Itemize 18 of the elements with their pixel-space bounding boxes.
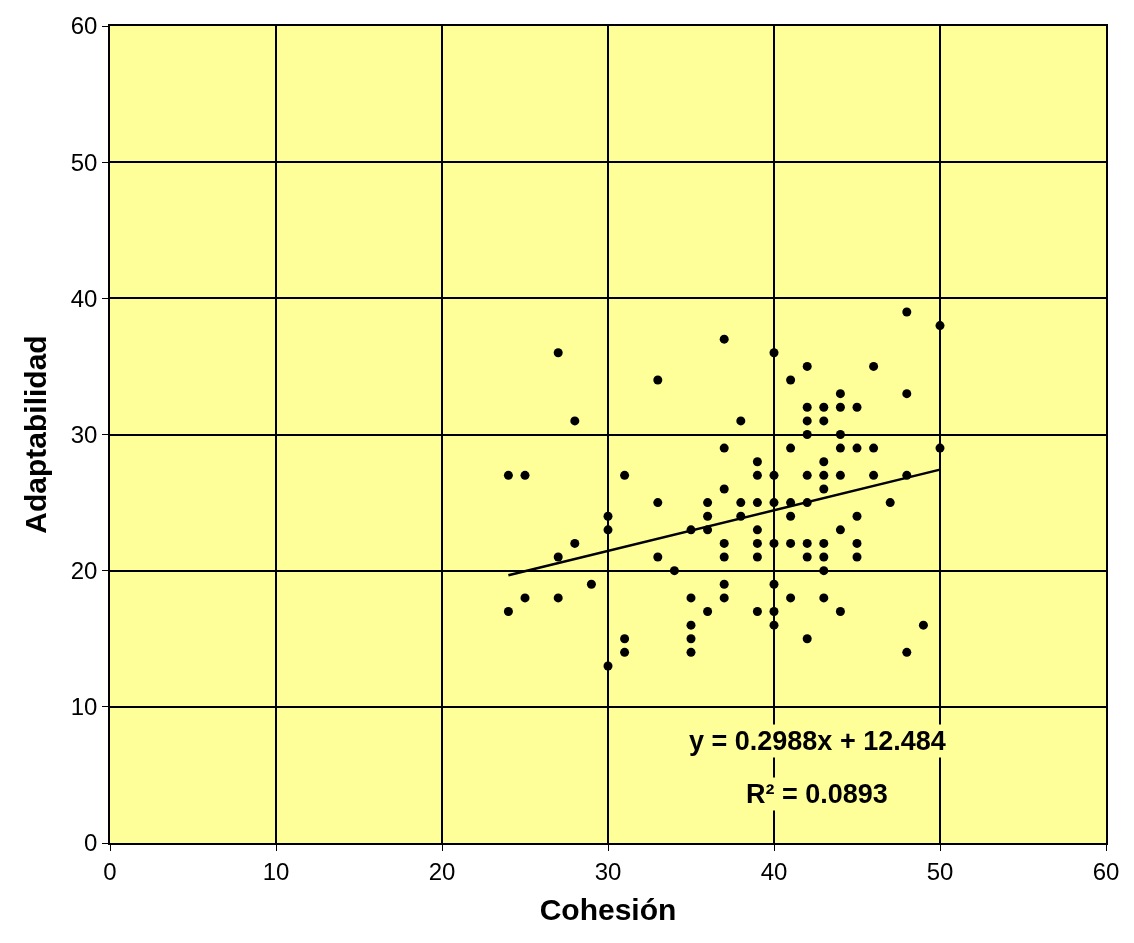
x-tick-label: 40 xyxy=(760,857,788,885)
y-tick-label: 20 xyxy=(70,557,98,585)
y-tick-label: 10 xyxy=(70,693,98,721)
y-tick-label: 30 xyxy=(70,420,98,448)
y-tick-label: 50 xyxy=(70,148,98,176)
x-tick-label: 10 xyxy=(262,857,290,885)
x-tick-label: 50 xyxy=(926,857,954,885)
x-tick-label: 20 xyxy=(428,857,456,885)
annotation: y = 0.2988x + 12.484 xyxy=(689,726,946,756)
x-tick-label: 60 xyxy=(1092,857,1120,885)
y-tick-label: 0 xyxy=(84,829,98,857)
x-tick-label: 30 xyxy=(594,857,622,885)
x-axis-title: Cohesión xyxy=(539,892,677,926)
y-tick-label: 40 xyxy=(70,284,98,312)
y-axis-title: Adaptabilidad xyxy=(19,335,53,534)
annotation: R² = 0.0893 xyxy=(746,779,888,809)
x-tick-label: 0 xyxy=(103,857,117,885)
y-tick-label: 60 xyxy=(70,12,98,40)
